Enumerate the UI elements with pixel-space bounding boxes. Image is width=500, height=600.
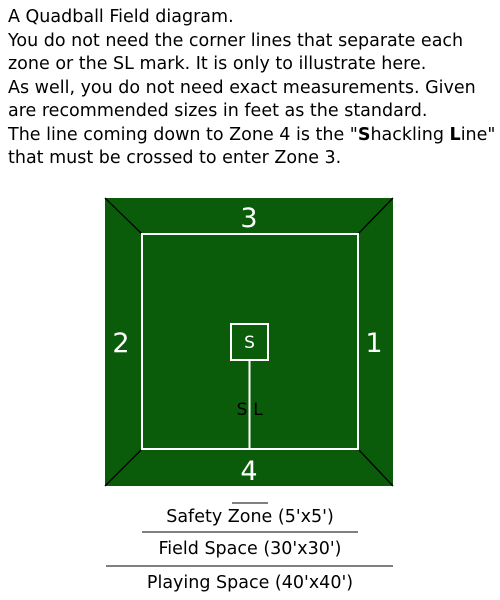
zone-2-label: 2: [112, 328, 129, 359]
corner-line-top-left: [104, 197, 143, 235]
intro-line-6-bold-l: L: [449, 124, 461, 145]
intro-text: A Quadball Field diagram. You do not nee…: [8, 6, 498, 171]
safety-zone-legend-label: Safety Zone (5'x5'): [166, 507, 334, 527]
corner-line-top-right: [357, 197, 394, 235]
intro-line-3: zone or the SL mark. It is only to illus…: [8, 54, 427, 74]
intro-line-5: are recommended sizes in feet as the sta…: [8, 101, 428, 121]
intro-line-6-bold-s: S: [357, 124, 371, 145]
intro-line-6-suffix: ine": [460, 124, 496, 145]
intro-line-6-prefix: The line coming down to Zone 4 is the ": [8, 124, 358, 145]
intro-line-7: that must be crossed to enter Zone 3.: [8, 148, 342, 168]
corner-line-bottom-right: [357, 448, 394, 487]
safety-zone-box-label: S: [244, 333, 255, 353]
zone-4-label: 4: [240, 456, 257, 487]
intro-line-2: You do not need the corner lines that se…: [8, 30, 464, 51]
corner-line-bottom-left: [104, 448, 143, 487]
zone-3-label: 3: [240, 203, 257, 234]
intro-line-6-mid: hackling: [370, 124, 450, 145]
field-space-legend-label: Field Space (30'x30'): [158, 539, 342, 559]
intro-line-4: As well, you do not need exact measureme…: [8, 77, 476, 98]
shackling-line-label-l: L: [253, 400, 263, 420]
playing-space-legend-label: Playing Space (40'x40'): [146, 573, 354, 593]
zone-1-label: 1: [365, 328, 382, 359]
shackling-line-label-s: S: [237, 400, 248, 420]
intro-line-1: A Quadball Field diagram.: [8, 7, 234, 27]
intro-line-6: The line coming down to Zone 4 is the "S…: [8, 124, 498, 148]
